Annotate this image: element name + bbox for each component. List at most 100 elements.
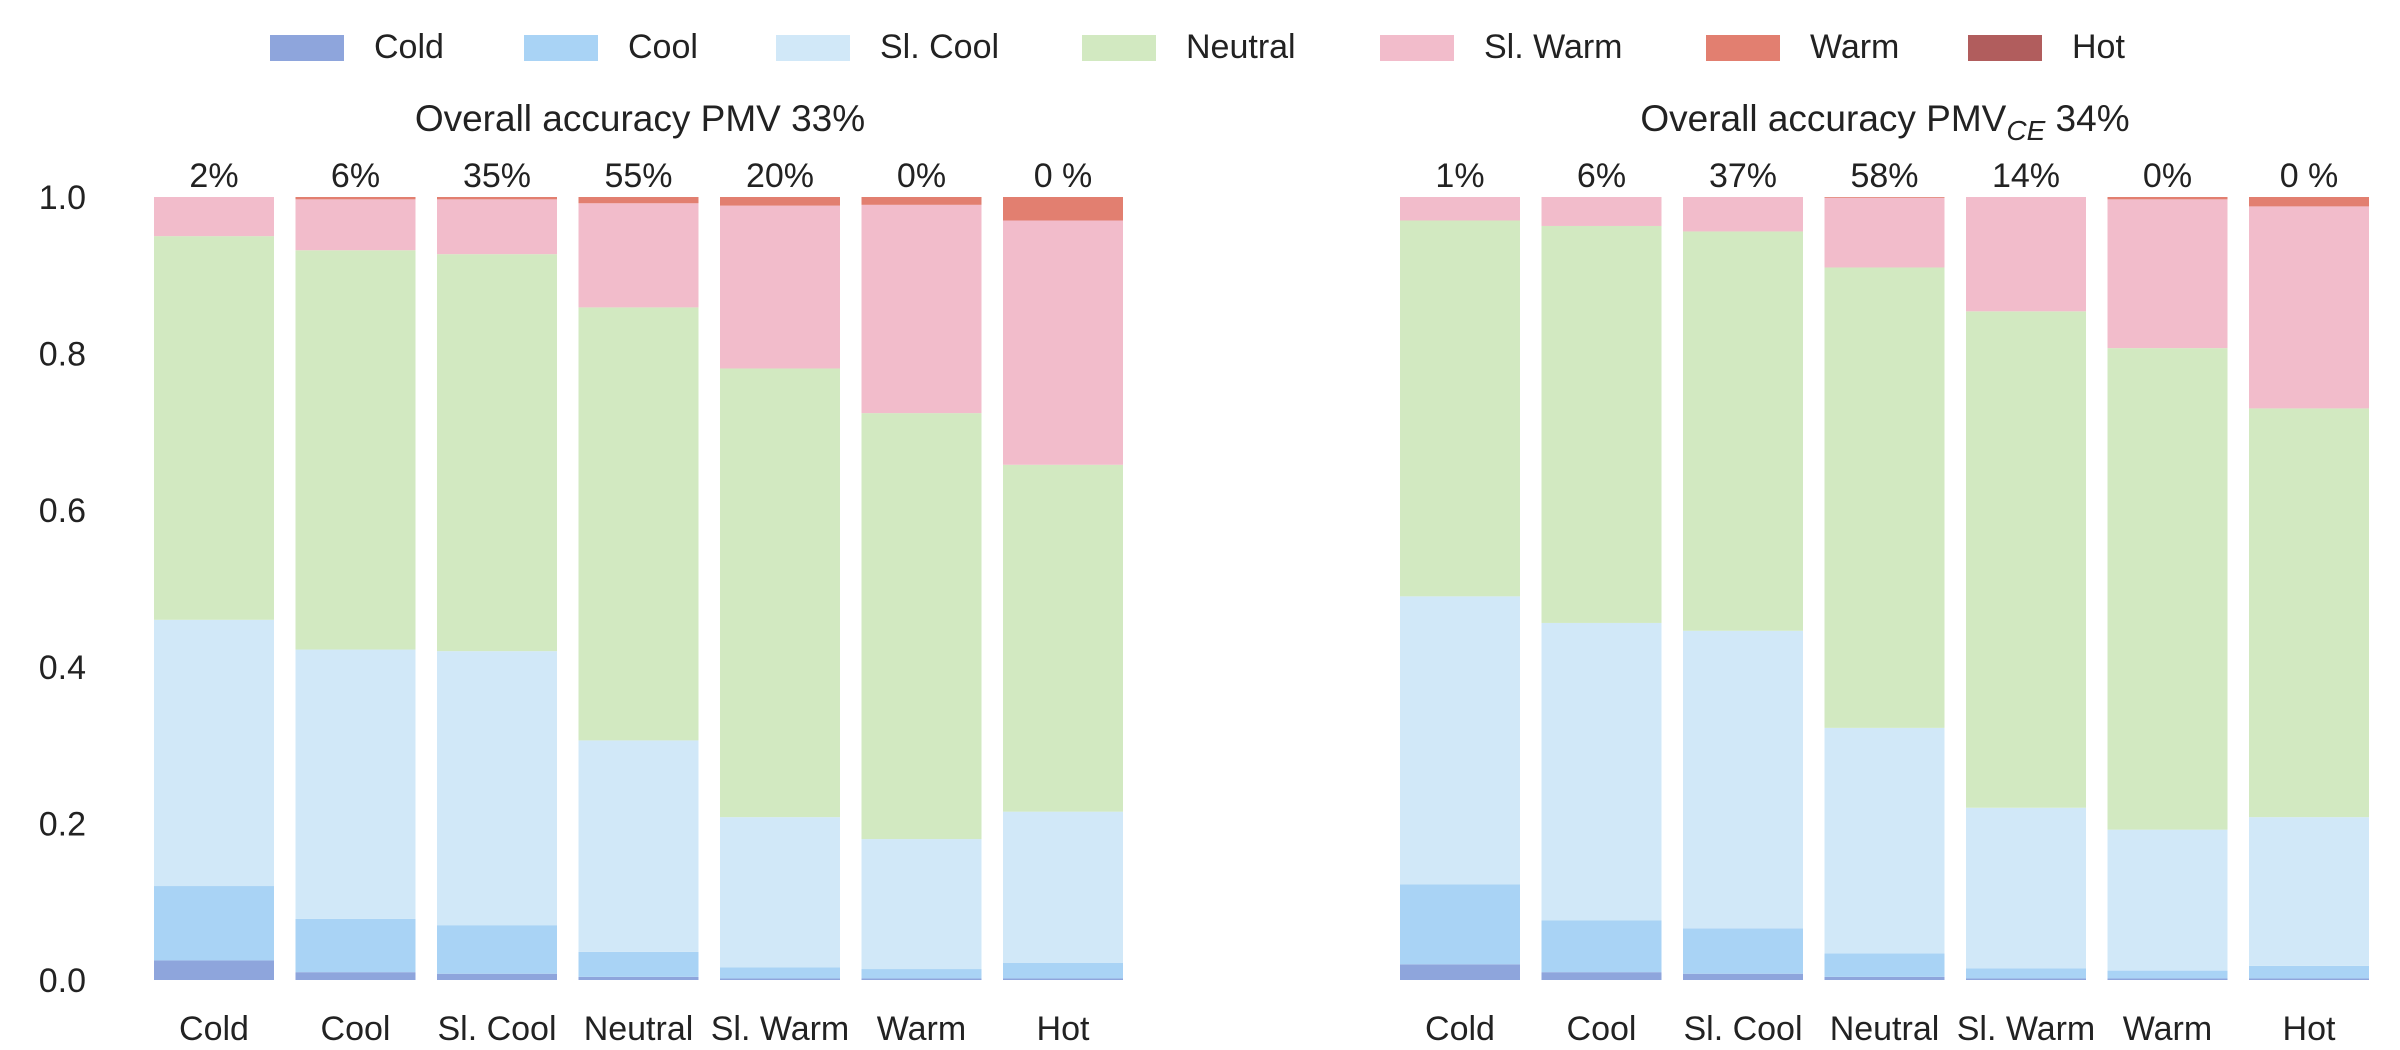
- bar-segment-cold-sl-cool: [1400, 596, 1520, 885]
- bar-segment-hot-sl-warm: [1003, 220, 1123, 465]
- y-tick-label: 0.4: [39, 649, 86, 687]
- x-tick-label: Sl. Cool: [1683, 1010, 1802, 1048]
- bar-accuracy-label: 35%: [463, 157, 531, 195]
- bar-segment-sl-cool-sl-cool: [437, 651, 557, 926]
- bar-segment-cold-sl-cool: [154, 619, 274, 887]
- bar-segment-hot-cold: [2249, 978, 2369, 980]
- bar-segment-warm-cool: [2107, 970, 2228, 979]
- bar-segment-warm-sl-cool: [861, 839, 982, 970]
- bar-segment-cool-sl-cool: [1541, 622, 1662, 921]
- bar-segment-cold-cool: [154, 886, 274, 961]
- bar-segment-sl-warm-sl-cool: [720, 817, 840, 968]
- bar-segment-cold-cool: [1400, 884, 1520, 965]
- bar-segment-cool-sl-warm: [1541, 197, 1662, 226]
- legend-swatch-sl-warm: [1380, 35, 1454, 61]
- bar-accuracy-label: 0 %: [1034, 157, 1093, 195]
- bar-segment-neutral-sl-warm: [578, 203, 699, 308]
- y-tick-label: 0.0: [39, 962, 86, 1000]
- bar-segment-hot-sl-cool: [1003, 811, 1123, 963]
- bar-segment-neutral-cool: [1824, 953, 1945, 977]
- bar-segment-sl-cool-sl-warm: [1683, 197, 1803, 232]
- bar-segment-hot-warm: [1003, 197, 1123, 221]
- x-tick-label: Warm: [2123, 1010, 2212, 1048]
- bar-segment-sl-warm-cold: [1966, 978, 2086, 980]
- bar-segment-cool-neutral: [1541, 225, 1662, 623]
- bar-segment-hot-neutral: [2249, 408, 2369, 818]
- bar-segment-neutral-sl-cool: [1824, 727, 1945, 954]
- y-tick-label: 0.8: [39, 336, 86, 374]
- legend-label-neutral: Neutral: [1186, 28, 1296, 66]
- bar-segment-cool-cold: [1541, 972, 1662, 980]
- legend-label-sl-cool: Sl. Cool: [880, 28, 999, 66]
- bar-segment-sl-warm-sl-warm: [1966, 197, 2086, 312]
- bar-segment-sl-cool-neutral: [1683, 231, 1803, 631]
- bar-accuracy-label: 14%: [1992, 157, 2060, 195]
- legend: Cold Cool Sl. Cool Neutral Sl. Warm Warm Hot: [270, 28, 2125, 66]
- bar-segment-warm-cold: [861, 978, 982, 980]
- legend-label-warm: Warm: [1810, 28, 1899, 66]
- bar-segment-cold-cold: [154, 960, 274, 980]
- bar-segment-sl-warm-warm: [720, 197, 840, 206]
- bar-segment-neutral-cold: [1824, 976, 1945, 980]
- bar-segment-sl-warm-cold: [720, 978, 840, 980]
- y-tick-label: 0.2: [39, 805, 86, 843]
- bar-segment-cold-neutral: [154, 236, 274, 620]
- legend-label-sl-warm: Sl. Warm: [1484, 28, 1623, 66]
- bar-accuracy-label: 1%: [1435, 157, 1484, 195]
- bar-segment-sl-cool-cool: [437, 925, 557, 974]
- bar-accuracy-label: 2%: [189, 157, 238, 195]
- bar-segment-hot-sl-cool: [2249, 817, 2369, 966]
- legend-label-cool: Cool: [628, 28, 698, 66]
- bar-accuracy-label: 20%: [746, 157, 814, 195]
- bar-segment-cold-cold: [1400, 964, 1520, 980]
- bar-segment-sl-warm-cool: [1966, 968, 2086, 979]
- legend-swatch-cold: [270, 35, 344, 61]
- legend-swatch-warm: [1706, 35, 1780, 61]
- bar-accuracy-label: 55%: [604, 157, 672, 195]
- y-tick-label: 1.0: [39, 179, 86, 217]
- bar-segment-sl-cool-cold: [437, 973, 557, 980]
- bar-segment-warm-warm: [861, 197, 982, 205]
- bar-segment-warm-neutral: [2107, 348, 2228, 830]
- bar-accuracy-label: 0%: [2143, 157, 2192, 195]
- bar-segment-warm-warm: [2107, 197, 2228, 200]
- bar-segment-sl-cool-sl-warm: [437, 199, 557, 255]
- x-tick-label: Sl. Cool: [437, 1010, 556, 1048]
- bar-segment-cold-sl-warm: [1400, 197, 1520, 221]
- bar-segment-neutral-sl-warm: [1824, 197, 1945, 268]
- legend-swatch-sl-cool: [776, 35, 850, 61]
- x-tick-label: Cool: [1567, 1010, 1637, 1048]
- bar-segment-sl-warm-sl-warm: [720, 205, 840, 369]
- legend-label-cold: Cold: [374, 28, 444, 66]
- x-tick-label: Cool: [321, 1010, 391, 1048]
- x-tick-label: Neutral: [1830, 1010, 1940, 1048]
- bar-segment-cool-sl-cool: [295, 649, 416, 919]
- bar-segment-sl-cool-neutral: [437, 254, 557, 652]
- bar-segment-sl-warm-cool: [720, 967, 840, 979]
- left-panel: Overall accuracy PMV 33% 0.0 0.2 0.4 0.6 0.8 1…: [39, 98, 1123, 1048]
- bar-segment-cold-sl-warm: [154, 197, 274, 237]
- bar-segment-warm-sl-cool: [2107, 829, 2228, 971]
- x-tick-label: Warm: [877, 1010, 966, 1048]
- bar-segment-sl-warm-sl-cool: [1966, 807, 2086, 969]
- bar-segment-warm-sl-warm: [2107, 199, 2228, 349]
- legend-label-hot: Hot: [2072, 28, 2125, 66]
- bar-segment-neutral-neutral: [1824, 267, 1945, 728]
- bar-segment-cool-neutral: [295, 250, 416, 650]
- bar-segment-neutral-warm: [578, 197, 699, 204]
- bar-segment-neutral-sl-cool: [578, 740, 699, 952]
- bar-accuracy-label: 0 %: [2280, 157, 2339, 195]
- legend-swatch-hot: [1968, 35, 2042, 61]
- bar-segment-cool-cold: [295, 972, 416, 980]
- x-tick-label: Sl. Warm: [711, 1010, 850, 1048]
- chart-title: Overall accuracy PMV 33%: [415, 98, 865, 139]
- bar-accuracy-label: 6%: [331, 157, 380, 195]
- bar-segment-cool-cool: [1541, 920, 1662, 973]
- bar-segment-warm-sl-warm: [861, 204, 982, 414]
- right-panel: Overall accuracy PMVCE 34% 1% Cold 6% Cool 37…: [1400, 98, 2369, 1048]
- bar-segment-hot-sl-warm: [2249, 206, 2369, 409]
- bar-segment-warm-cool: [861, 969, 982, 979]
- bar-segment-neutral-cold: [578, 976, 699, 980]
- bar-segment-warm-neutral: [861, 413, 982, 840]
- bar-segment-warm-cold: [2107, 978, 2228, 980]
